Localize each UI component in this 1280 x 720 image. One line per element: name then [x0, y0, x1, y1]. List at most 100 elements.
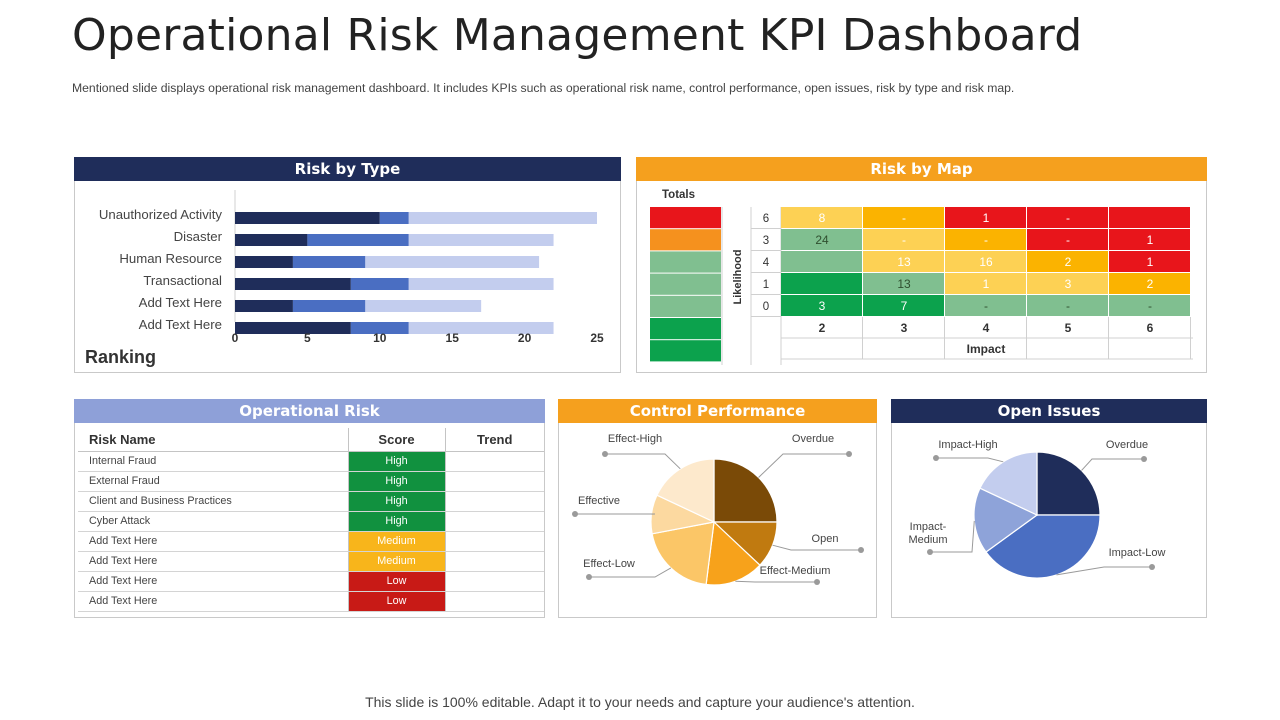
- control-performance-chart: Overdue Open Effect-Medium Effect-Low Effect…: [572, 433, 864, 586]
- x-tick-label: 5: [1065, 321, 1072, 335]
- bar-segment: [365, 256, 540, 268]
- pie-label: Impact-Medium: [908, 521, 947, 546]
- table-row: Client and Business Practices High: [78, 491, 544, 512]
- heatmap-cell: [1109, 251, 1190, 272]
- open-issues-header: Open Issues: [891, 399, 1207, 423]
- category-label: Unauthorized Activity: [99, 207, 223, 222]
- pie-leader-dot: [1141, 456, 1147, 462]
- heatmap-cell: [781, 273, 862, 294]
- heatmap-value: -: [1066, 233, 1070, 247]
- y-tick-label: 1: [763, 279, 769, 291]
- x-tick-label: 6: [1147, 321, 1154, 335]
- heatmap-cell: [781, 229, 862, 250]
- control-performance-header: Control Performance: [558, 399, 877, 423]
- risk-score-badge: High: [348, 491, 446, 512]
- pie-leader-dot: [572, 511, 578, 517]
- operational-risk-panel: Operational Risk Risk Name Score Trend I…: [74, 399, 545, 618]
- heatmap-cell: [781, 295, 862, 316]
- bar-segment: [365, 300, 482, 312]
- heatmap-cell: [781, 251, 862, 272]
- risk-score-badge: High: [348, 451, 446, 472]
- heatmap-cell: [1027, 207, 1108, 228]
- risk-score-badge: Medium: [348, 551, 446, 572]
- risk-trend-cell: [445, 531, 544, 552]
- category-label: Add Text Here: [139, 295, 222, 310]
- pie-slice: [973, 487, 1039, 553]
- pie-leader-dot: [933, 455, 939, 461]
- heatmap-value: 8: [819, 211, 826, 225]
- pie-slice: [656, 458, 715, 523]
- pie-leader-line: [1056, 566, 1152, 576]
- heatmap-cell: [1027, 273, 1108, 294]
- totals-cell: [650, 273, 721, 295]
- heatmap-cell: [863, 295, 944, 316]
- heatmap-cell: [945, 295, 1026, 316]
- heatmap-value: 7: [901, 299, 908, 313]
- bar-segment: [292, 256, 366, 268]
- column-header-trend: Trend: [445, 428, 544, 452]
- control-performance-panel: Control Performance Overdue Open Effect-Me…: [558, 399, 877, 618]
- heatmap-value: -: [984, 233, 988, 247]
- heatmap-value: 3: [1065, 277, 1072, 291]
- risk-score-badge: High: [348, 511, 446, 532]
- bar-segment: [235, 322, 351, 334]
- heatmap-cell: [945, 251, 1026, 272]
- category-label: Add Text Here: [139, 317, 222, 332]
- y-tick-label: 4: [763, 257, 770, 269]
- heatmap-cell: [1109, 207, 1190, 228]
- pie-leader-line: [772, 544, 861, 551]
- category-label: Human Resource: [119, 251, 222, 266]
- ranking-label: Ranking: [85, 347, 156, 367]
- table-row: External Fraud High: [78, 471, 544, 492]
- pie-label: Effect-Medium: [760, 565, 831, 577]
- x-tick-label: 5: [304, 331, 311, 345]
- bar-segment: [292, 300, 366, 312]
- pie-label: Effect-High: [608, 433, 662, 445]
- open-issues-chart: Overdue Impact-Low Impact-Medium Impact-Hig…: [908, 439, 1166, 579]
- risk-trend-cell: [445, 491, 544, 512]
- heatmap-cell: [1027, 229, 1108, 250]
- pie-leader-dot: [927, 549, 933, 555]
- risk-name-cell: Client and Business Practices: [78, 491, 349, 512]
- pie-leader-line: [1081, 458, 1144, 471]
- category-label: Transactional: [143, 273, 222, 288]
- pie-leader-line: [605, 453, 681, 470]
- risk-name-cell: Add Text Here: [78, 531, 349, 552]
- footer-note: This slide is 100% editable. Adapt it to…: [365, 694, 915, 710]
- x-tick-label: 10: [373, 331, 387, 345]
- pie-leader-dot: [602, 451, 608, 457]
- bar-segment: [235, 300, 293, 312]
- table-row: Add Text Here Low: [78, 591, 544, 612]
- heatmap-cell: [1109, 273, 1190, 294]
- risk-by-type-chart: Unauthorized Activity Disaster Human Resou…: [85, 190, 604, 367]
- heatmap-value: 13: [897, 255, 911, 269]
- y-tick-label: 3: [763, 235, 769, 247]
- heatmap-value: -: [902, 233, 906, 247]
- bar-segment: [235, 278, 351, 290]
- bar-segment: [408, 212, 597, 224]
- heatmap-cell: [781, 207, 862, 228]
- bar-segment: [235, 256, 293, 268]
- heatmap-value: 2: [1147, 277, 1154, 291]
- pie-label: Overdue: [1106, 439, 1148, 451]
- pie-label: Effect-Low: [583, 558, 635, 570]
- table-row: Cyber Attack High: [78, 511, 544, 532]
- pie-label: Impact-Low: [1109, 547, 1166, 559]
- risk-name-cell: Add Text Here: [78, 571, 349, 592]
- risk-name-cell: Add Text Here: [78, 551, 349, 572]
- pie-slice: [985, 514, 1101, 579]
- pie-leader-dot: [586, 574, 592, 580]
- risk-by-map-header: Risk by Map: [636, 157, 1207, 181]
- page-title: Operational Risk Management KPI Dashboar…: [72, 10, 1083, 61]
- table-row: Add Text Here Low: [78, 571, 544, 592]
- pie-label: Impact-High: [938, 439, 997, 451]
- column-header-score: Score: [348, 428, 446, 452]
- heatmap-value: 24: [815, 233, 829, 247]
- open-issues-panel: Open Issues Overdue Impact-Low Impact-Medi…: [891, 399, 1207, 618]
- totals-cell: [650, 318, 721, 340]
- operational-risk-header: Operational Risk: [74, 399, 545, 423]
- x-tick-label: 0: [232, 331, 239, 345]
- heatmap-value: 13: [897, 277, 911, 291]
- x-axis-label: Impact: [967, 342, 1006, 356]
- x-tick-label: 4: [983, 321, 990, 335]
